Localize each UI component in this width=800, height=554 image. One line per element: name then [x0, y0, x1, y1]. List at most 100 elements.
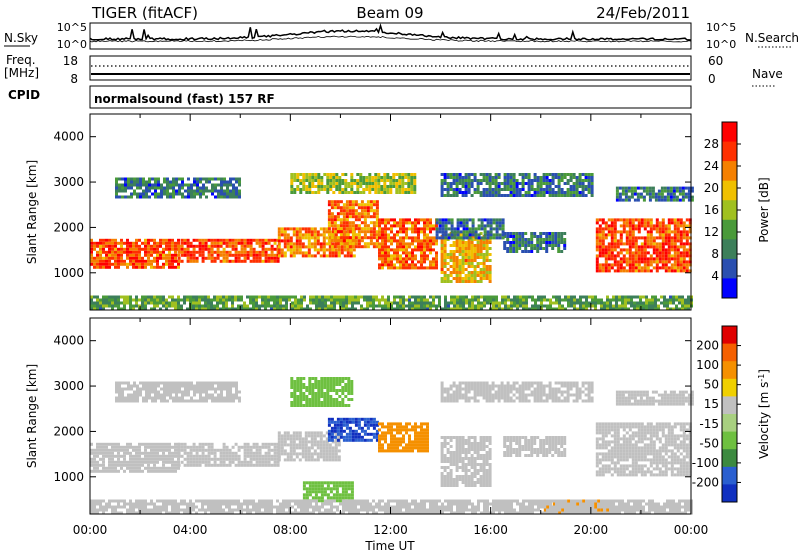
cpid-frame [89, 85, 692, 109]
power-heatmap [90, 173, 694, 311]
nsky-panel: N.Sky 10^5 10^0 10^5 10^0 N.Search [4, 21, 799, 51]
power-colorbar-tick-6: 4 [711, 269, 719, 283]
nsearch-tick-top: 10^5 [706, 21, 736, 34]
power-y-axis-label: Slant Range [km] [25, 160, 39, 264]
power-colorbar-tick-1: 24 [704, 159, 719, 173]
velocity-colorbar-swatch-9 [722, 484, 737, 503]
power-panel: 1000 2000 3000 4000 Slant Range [km] 28 24 20… [25, 113, 771, 311]
station-title: TIGER (fitACF) [91, 4, 198, 22]
power-colorbar-tick-3: 16 [704, 203, 719, 217]
velocity-colorbar: 200 100 50 15 -15 -50 -100 -200 [692, 325, 741, 503]
velocity-band-5 [440, 436, 492, 487]
time-tick-label-4: 16:00 [473, 523, 508, 537]
velocity-ytick-label-3: 4000 [53, 334, 84, 348]
power-ytick-label-2: 3000 [53, 175, 84, 189]
nsky-frame [89, 22, 692, 50]
velocity-colorbar-swatch-7 [722, 449, 737, 468]
velocity-colorbar-tick-4: -15 [699, 417, 719, 431]
velocity-band-3 [327, 417, 379, 442]
power-band-11 [615, 186, 694, 202]
power-colorbar-swatch-4 [722, 200, 737, 221]
nsearch-trace [89, 35, 692, 43]
nsearch-tick-bottom: 10^0 [706, 38, 736, 51]
freq-unit-label: [MHz] [4, 66, 39, 80]
velocity-colorbar-swatch-1 [722, 343, 737, 362]
velocity-ytick-label-2: 3000 [53, 379, 84, 393]
velocity-band-1 [177, 442, 280, 467]
power-colorbar-swatch-1 [722, 141, 737, 162]
power-colorbar-swatch-8 [722, 278, 737, 299]
power-colorbar-swatch-2 [722, 161, 737, 182]
velocity-heatmap [90, 377, 694, 515]
velocity-band-2 [277, 431, 341, 462]
velocity-colorbar-tick-0: 200 [696, 339, 719, 353]
velocity-colorbar-swatch-6 [722, 431, 737, 450]
power-band-8 [115, 177, 241, 199]
power-band-3 [327, 200, 379, 249]
date-title: 24/Feb/2011 [596, 4, 690, 22]
power-band-6 [503, 232, 567, 253]
nsearch-label: N.Search [745, 31, 799, 45]
time-tick-label-2: 08:00 [273, 523, 308, 537]
velocity-colorbar-label: Velocity [m s-1] [757, 369, 771, 459]
freq-tick-bottom: 8 [70, 72, 78, 86]
velocity-band-6 [503, 436, 567, 457]
nsky-tick-top: 10^5 [57, 21, 87, 34]
power-band-12 [435, 218, 505, 240]
velocity-colorbar-tick-5: -50 [699, 436, 719, 450]
power-ytick-label-0: 1000 [53, 266, 84, 280]
time-tick-label-0: 00:00 [73, 523, 108, 537]
power-colorbar-swatch-5 [722, 219, 737, 240]
power-colorbar-label: Power [dB] [757, 177, 771, 242]
velocity-y-axis-label: Slant Range [km] [25, 364, 39, 468]
time-tick-label-6: 00:00 [674, 523, 709, 537]
cpid-label: CPID [8, 88, 40, 102]
beam-title: Beam 09 [356, 4, 423, 22]
power-band-10 [440, 173, 594, 197]
power-colorbar-tick-5: 8 [711, 247, 719, 261]
velocity-colorbar-label-end: ] [757, 369, 771, 374]
velocity-colorbar-tick-1: 100 [696, 358, 719, 372]
velocity-colorbar-swatch-4 [722, 396, 737, 415]
power-colorbar-tick-0: 28 [704, 137, 719, 151]
nave-tick-top: 60 [708, 54, 723, 68]
freq-panel: Freq. [MHz] 18 8 60 0 Nave [4, 53, 783, 87]
velocity-ytick-label-1: 2000 [53, 424, 84, 438]
power-band-9 [290, 173, 417, 194]
power-band-5 [440, 232, 492, 283]
nsky-label: N.Sky [4, 31, 38, 45]
cpid-panel: CPID normalsound (fast) 157 RF [8, 85, 692, 109]
velocity-band-10 [440, 381, 594, 403]
nave-tick-bottom: 0 [708, 72, 716, 86]
velocity-colorbar-tick-7: -200 [692, 475, 719, 489]
power-band-1 [177, 238, 280, 263]
velocity-colorbar-swatch-8 [722, 466, 737, 485]
velocity-band-11 [615, 390, 694, 406]
nsky-tick-bottom: 10^0 [57, 38, 87, 51]
nsky-trace [89, 23, 692, 41]
velocity-plot-area [90, 318, 691, 514]
power-colorbar-tick-4: 12 [704, 225, 719, 239]
velocity-ytick-label-0: 1000 [53, 470, 84, 484]
velocity-band-12 [302, 481, 354, 503]
velocity-colorbar-tick-3: 15 [704, 397, 719, 411]
power-colorbar-swatch-3 [722, 180, 737, 201]
power-colorbar-swatch-7 [722, 258, 737, 279]
freq-label: Freq. [6, 53, 36, 67]
power-colorbar: 28 24 20 16 12 8 4 [704, 121, 741, 299]
velocity-band-7 [595, 422, 692, 477]
power-ytick-label-1: 2000 [53, 220, 84, 234]
velocity-colorbar-swatch-0 [722, 326, 737, 345]
time-tick-label-1: 04:00 [173, 523, 208, 537]
velocity-colorbar-swatch-2 [722, 361, 737, 380]
power-band-7 [595, 218, 692, 273]
power-colorbar-swatch-6 [722, 239, 737, 260]
velocity-colorbar-swatch-3 [722, 378, 737, 397]
time-tick-label-3: 12:00 [373, 523, 408, 537]
velocity-band-4 [378, 422, 429, 453]
time-axis: 00:00 04:00 08:00 12:00 16:00 20:00 00:00 [73, 523, 709, 537]
velocity-colorbar-swatch-5 [722, 414, 737, 433]
time-axis-label: Time UT [364, 539, 415, 553]
power-band-13 [90, 295, 693, 311]
